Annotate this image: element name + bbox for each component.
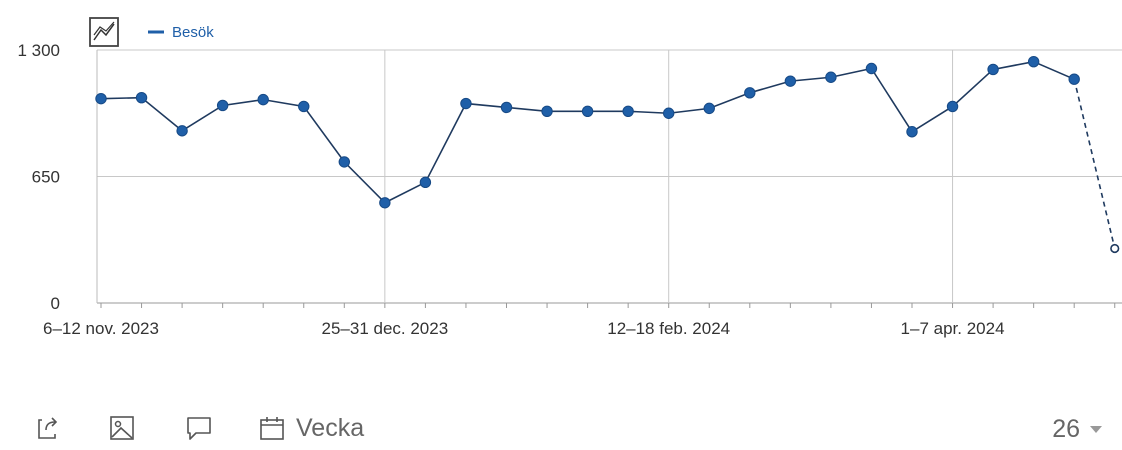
comment-button[interactable]: [185, 413, 213, 443]
x-tick-label: 6–12 nov. 2023: [43, 319, 159, 338]
calendar-icon: [260, 417, 284, 440]
data-point: [906, 126, 918, 138]
chevron-down-icon: [1090, 426, 1102, 433]
x-tick-label: 25–31 dec. 2023: [322, 319, 449, 338]
period-selector[interactable]: Vecka: [258, 413, 364, 443]
image-icon: [110, 416, 134, 440]
data-point: [176, 125, 188, 137]
line-chart-toggle-icon: [89, 17, 119, 47]
data-point: [663, 107, 675, 119]
period-label: Vecka: [296, 413, 365, 442]
data-point: [581, 105, 594, 118]
data-point: [135, 91, 148, 104]
data-point: [946, 100, 959, 113]
y-axis: 1 300 650 0: [17, 41, 60, 313]
legend[interactable]: Besök: [89, 17, 214, 47]
data-point: [784, 75, 797, 87]
grid: [96, 49, 1122, 304]
data-point: [1027, 55, 1040, 68]
data-point: [257, 93, 269, 106]
line-chart: 1 300 650 0 6–12 nov. 2023 25–31 dec. 2023 1…: [17, 17, 1122, 338]
data-point: [1068, 73, 1080, 85]
data-point-partial: [1110, 243, 1120, 254]
data-point: [865, 62, 878, 75]
share-icon: [38, 417, 58, 439]
data-point: [216, 99, 229, 112]
data-point: [622, 105, 634, 118]
data-point: [744, 87, 756, 99]
comment-icon: [187, 417, 211, 440]
series-besok: [95, 55, 1120, 254]
count-value: 26: [1052, 415, 1080, 443]
y-tick-label: 650: [32, 168, 60, 187]
x-tick-label: 12–18 feb. 2024: [607, 319, 730, 338]
data-point: [419, 176, 432, 189]
share-button[interactable]: [34, 413, 62, 443]
data-point: [987, 63, 999, 76]
y-tick-label: 1 300: [17, 41, 60, 60]
data-point: [338, 156, 350, 168]
data-point: [825, 71, 837, 83]
toggle-icon-line-b: [93, 21, 115, 36]
y-tick-label: 0: [51, 294, 60, 313]
data-point: [379, 197, 391, 209]
data-point: [298, 100, 310, 113]
data-point: [500, 101, 513, 114]
toggle-icon-line-a: [93, 23, 115, 41]
count-dropdown[interactable]: 26: [1052, 415, 1102, 444]
x-axis: 6–12 nov. 2023 25–31 dec. 2023 12–18 feb. …: [43, 303, 1116, 338]
chart-toolbar: Vecka 26: [0, 405, 1122, 450]
series-line-partial: [1073, 79, 1116, 249]
series-line: [100, 60, 1075, 204]
data-point: [460, 97, 472, 110]
image-button[interactable]: [108, 413, 136, 443]
data-point: [703, 102, 715, 115]
data-point: [95, 92, 107, 105]
x-tick-label: 1–7 apr. 2024: [901, 319, 1005, 338]
data-point: [541, 105, 553, 118]
legend-label: Besök: [172, 24, 214, 41]
